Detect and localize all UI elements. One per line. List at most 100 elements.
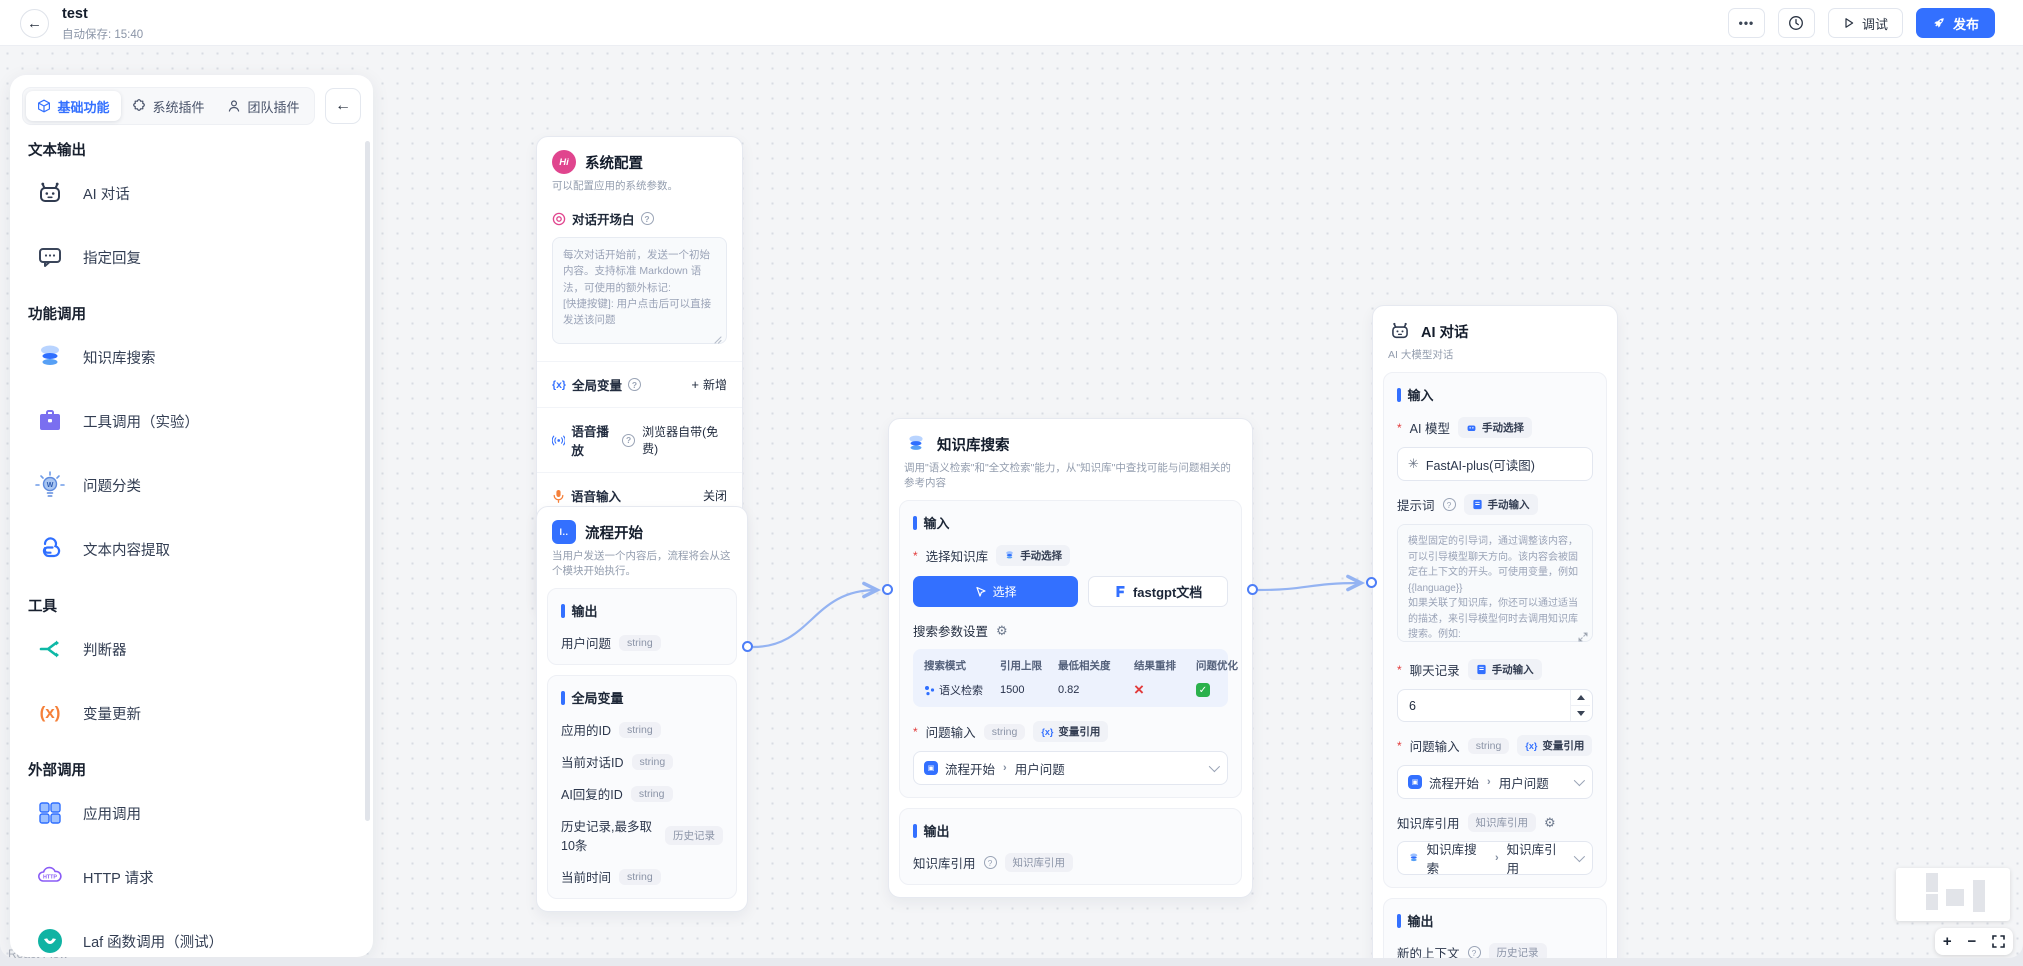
history-label: 聊天记录	[1397, 660, 1460, 679]
help-icon[interactable]: ?	[622, 433, 636, 447]
output-user-question: 用户问题 string	[561, 633, 723, 652]
tab-system-plugins[interactable]: 系统插件	[121, 91, 216, 121]
db-mini-icon	[1410, 853, 1418, 862]
history-button[interactable]	[1777, 8, 1815, 38]
variable-ref-badge[interactable]: {x} 变量引用	[1033, 721, 1109, 743]
help-icon[interactable]: ?	[640, 212, 654, 226]
handle-ai-input[interactable]	[1366, 577, 1377, 588]
tab-team-plugins[interactable]: 团队插件	[216, 91, 311, 121]
output-new-context: 新的上下文 ? 历史记录	[1397, 943, 1593, 958]
th-optimize: 问题优化	[1196, 660, 1238, 673]
row-stt[interactable]: 语音输入 关闭	[537, 472, 742, 518]
cursor-icon	[976, 586, 986, 597]
template-fixed-reply[interactable]: 指定回复	[20, 225, 363, 289]
ai-input-section: 输入 AI 模型 手动选择 ✳ FastAI-plus(可读图)	[1383, 372, 1607, 889]
publish-button[interactable]: 发布	[1915, 8, 1995, 38]
help-icon[interactable]: ?	[983, 856, 997, 870]
history-number-input[interactable]	[1397, 689, 1593, 723]
minimap[interactable]	[1896, 868, 2010, 921]
row-global-variables[interactable]: {x} 全局变量 ? + 新增	[537, 361, 742, 407]
template-ai-chat[interactable]: AI 对话	[20, 161, 363, 225]
history-mode-badge[interactable]: 手动输入	[1467, 659, 1542, 681]
gear-icon[interactable]: ⚙	[996, 622, 1008, 638]
debug-button[interactable]: 调试	[1827, 8, 1903, 38]
help-icon[interactable]: ?	[628, 378, 642, 392]
fit-view-button[interactable]	[1992, 935, 2005, 948]
model-mode-badge[interactable]: 手动选择	[1457, 417, 1532, 439]
global-label: 当前时间	[561, 871, 612, 886]
model-select[interactable]: ✳ FastAI-plus(可读图)	[1397, 447, 1593, 482]
section-output-title: 输出	[913, 821, 1228, 840]
collapse-panel-button[interactable]: ←	[325, 88, 361, 124]
http-cloud-icon: HTTP	[34, 861, 66, 893]
handle-start-output[interactable]	[742, 641, 753, 652]
tab-label: 团队插件	[247, 99, 300, 115]
type-badge: string	[631, 753, 674, 770]
node-ai-chat[interactable]: AI 对话 AI 大模型对话 输入 AI 模型 手动选择 ✳	[1372, 305, 1618, 958]
add-variable-button[interactable]: + 新增	[691, 376, 727, 393]
section-output-title: 输出	[1397, 911, 1593, 930]
help-icon[interactable]: ?	[1467, 946, 1481, 958]
tts-value[interactable]: 浏览器自带(免费)	[642, 425, 719, 457]
handle-kb-input[interactable]	[882, 584, 893, 595]
template-classifier[interactable]: 判断器	[20, 617, 363, 681]
variable-icon: (x)	[39, 703, 61, 722]
template-app-call[interactable]: 应用调用	[20, 781, 363, 845]
row-tts[interactable]: 语音播放 ? 浏览器自带(免费)	[537, 407, 742, 472]
dataset-chip[interactable]: fastgpt文档	[1088, 576, 1228, 608]
sidebar-scrollbar[interactable]	[365, 141, 370, 821]
template-laf-function[interactable]: Laf 函数调用（测试）	[20, 909, 363, 957]
chat-bubble-icon	[34, 241, 66, 273]
node-dataset-search[interactable]: 知识库搜索 调用"语义检索"和"全文检索"能力，从"知识库"中查找可能与问题相关…	[888, 418, 1253, 899]
handle-kb-output[interactable]	[1247, 584, 1258, 595]
variable-ref-badge[interactable]: {x} 变量引用	[1517, 735, 1593, 757]
help-icon[interactable]: ?	[1442, 498, 1456, 512]
node-flow-start[interactable]: I.. 流程开始 当用户发送一个内容后，流程将会从这个模块开始执行。 输出 用户…	[536, 506, 748, 913]
template-dataset-search[interactable]: 知识库搜索	[20, 325, 363, 389]
template-label: 问题分类	[83, 478, 141, 495]
dataset-mode-badge[interactable]: 手动选择	[996, 545, 1071, 567]
ai-output-section: 输出 新的上下文 ? 历史记录 AI回复内容 ? string	[1383, 898, 1607, 958]
more-button[interactable]: •••	[1727, 8, 1765, 38]
extract-icon	[34, 533, 66, 565]
stepper-down[interactable]	[1571, 705, 1590, 721]
global-row: AI回复的ID string	[561, 784, 723, 803]
book-icon	[1477, 665, 1486, 675]
stt-value[interactable]: 关闭	[702, 489, 727, 504]
search-params-table[interactable]: 搜索模式 引用上限 最低相关度 结果重排 问题优化 语义检索 1500 0.82…	[913, 649, 1238, 708]
section-title: 外部调用	[28, 763, 86, 779]
template-variable-update[interactable]: (x) 变量更新	[20, 681, 363, 745]
template-label: HTTP 请求	[83, 870, 154, 887]
template-http-request[interactable]: HTTP HTTP 请求	[20, 845, 363, 909]
question-source-select[interactable]: ▣ 流程开始 › 用户问题	[1397, 765, 1593, 800]
question-source-select[interactable]: ▣ 流程开始 › 用户问题	[913, 751, 1228, 786]
flow-canvas[interactable]: 基础功能 系统插件 团队插件	[0, 46, 2023, 958]
template-content-extract[interactable]: 文本内容提取	[20, 517, 363, 581]
select-dataset-button[interactable]: 选择	[913, 576, 1079, 608]
prompt-textarea[interactable]	[1397, 524, 1593, 643]
output-label: 新的上下文	[1397, 947, 1460, 958]
welcome-label: 对话开场白	[572, 213, 635, 228]
toolbox-icon	[34, 405, 66, 437]
template-question-classify[interactable]: W 问题分类	[20, 453, 363, 517]
td-score: 0.82	[1058, 684, 1080, 697]
expand-icon[interactable]	[1578, 632, 1588, 642]
type-badge: string	[619, 721, 661, 738]
th-mode: 搜索模式	[924, 660, 966, 673]
welcome-textarea[interactable]	[552, 237, 727, 345]
zoom-in-button[interactable]: +	[1942, 933, 1952, 950]
global-label: AI回复的ID	[561, 788, 623, 803]
stepper-up[interactable]	[1571, 690, 1590, 705]
chevron-right-icon: ›	[1494, 852, 1499, 865]
quote-source-select[interactable]: 知识库搜索 › 知识库引用	[1397, 841, 1593, 876]
prompt-mode-badge[interactable]: 手动输入	[1463, 494, 1538, 516]
history-value-field[interactable]	[1409, 698, 1571, 713]
tab-basic-nodes[interactable]: 基础功能	[26, 91, 121, 121]
gear-icon[interactable]: ⚙	[1544, 814, 1556, 830]
template-tool-call[interactable]: 工具调用（实验）	[20, 389, 363, 453]
zoom-out-button[interactable]: −	[1967, 933, 1977, 950]
back-button[interactable]: ←	[20, 9, 49, 38]
quote-label: 知识库引用	[1397, 817, 1460, 832]
resize-handle-icon[interactable]	[713, 335, 722, 344]
